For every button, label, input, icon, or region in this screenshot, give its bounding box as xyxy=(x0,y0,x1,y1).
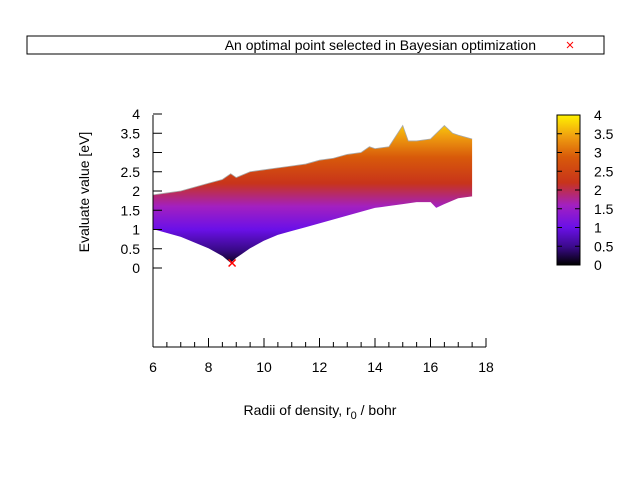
y-tick-label: 3.5 xyxy=(121,125,141,141)
x-tick-label: 12 xyxy=(312,359,328,375)
colorbar-ticks: 0 0.5 1 1.5 2 2.5 3 3.5 4 xyxy=(557,107,614,273)
y-tick-label: 2 xyxy=(132,183,140,199)
colorbar-tick-label: 0 xyxy=(594,257,602,273)
upper-envelope-line xyxy=(152,124,473,196)
colorbar-tick-label: 1.5 xyxy=(594,201,614,217)
y-tick-label: 3 xyxy=(132,145,140,161)
colorbar-tick-label: 4 xyxy=(594,107,602,123)
x-tick-label: 8 xyxy=(205,359,213,375)
x-tick-label: 16 xyxy=(423,359,439,375)
x-ticks: 6 8 10 12 14 16 18 xyxy=(149,338,494,375)
optimal-point-stroke-b xyxy=(228,258,237,268)
y-tick-label: 0 xyxy=(132,260,140,276)
colorbar-tick-label: 3 xyxy=(594,145,602,161)
x-axis-label: Radii of density, r0 / bohr xyxy=(244,402,397,422)
colorbar: 0 0.5 1 1.5 2 2.5 3 3.5 4 xyxy=(556,107,614,273)
x-axis-label-tail: / bohr xyxy=(357,402,397,418)
y-tick-label: 0.5 xyxy=(121,241,141,257)
optimal-point-marker xyxy=(228,258,237,268)
x-tick-label: 14 xyxy=(367,359,383,375)
y-tick-label: 1 xyxy=(132,222,140,238)
y-tick-label: 2.5 xyxy=(121,164,141,180)
lower-envelope-line xyxy=(152,196,473,264)
colorbar-tick-label: 0.5 xyxy=(594,238,614,254)
y-tick-label: 1.5 xyxy=(121,202,141,218)
legend-box xyxy=(26,35,605,55)
x-tick-label: 10 xyxy=(256,359,272,375)
y-tick-label: 4 xyxy=(132,106,140,122)
colorbar-tick-label: 1 xyxy=(594,220,602,236)
x-tick-label: 6 xyxy=(149,359,157,375)
colorbar-tick-label: 3.5 xyxy=(594,126,614,142)
legend: An optimal point selected in Bayesian op… xyxy=(26,35,605,55)
colorbar-tick-label: 2.5 xyxy=(594,163,614,179)
x-axis-label-main: Radii of density, r xyxy=(244,402,351,418)
y-ticks: 0 0.5 1 1.5 2 2.5 3 3.5 4 xyxy=(121,106,162,276)
legend-marker xyxy=(566,41,574,49)
colorbar-tick-label: 2 xyxy=(594,182,602,198)
x-tick-label: 18 xyxy=(478,359,494,375)
evaluate-value-surface xyxy=(153,125,473,264)
y-axis-label: Evaluate value [eV] xyxy=(76,132,92,253)
x-axis-label-sub: 0 xyxy=(351,410,357,422)
legend-label: An optimal point selected in Bayesian op… xyxy=(225,37,536,53)
